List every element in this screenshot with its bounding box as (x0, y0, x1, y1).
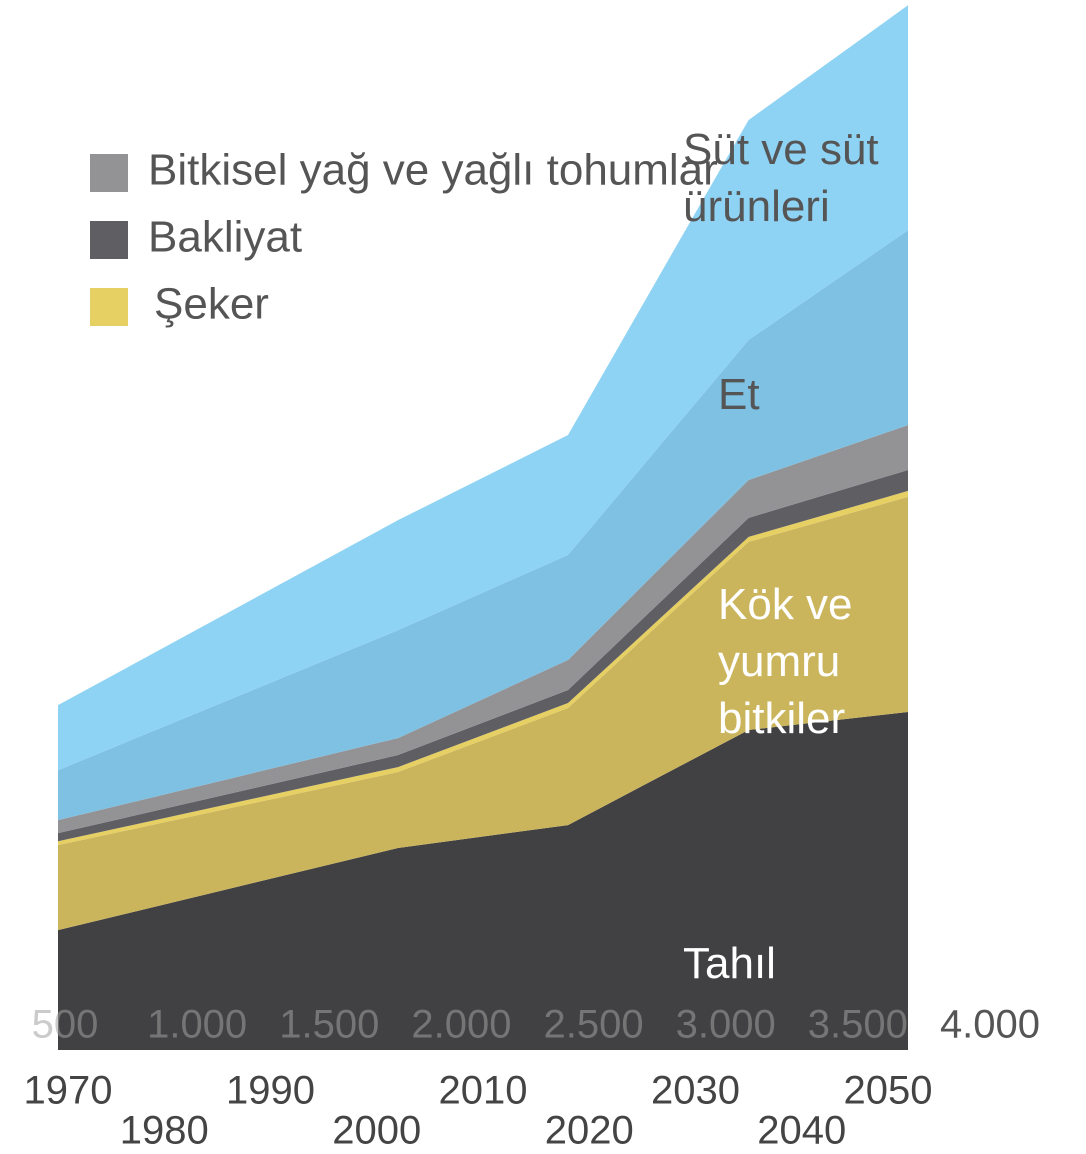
x-tick-label: 2010 (439, 1069, 528, 1113)
legend-label: Bakliyat (148, 213, 302, 262)
area (58, 5, 908, 771)
scale-tick-label: 2.500 (544, 1003, 644, 1047)
legend-swatch (90, 221, 128, 259)
area-label: Süt ve süt ürünleri (683, 125, 879, 231)
area-label: Kök ve yumru bitkiler (718, 580, 853, 743)
scale-tick-label: 3.500 (808, 1003, 908, 1047)
area-label: Et (718, 370, 760, 419)
area (58, 425, 908, 834)
scale-tick-label: 3.000 (676, 1003, 776, 1047)
legend-label: Bitkisel yağ ve yağlı tohumlar (148, 146, 718, 195)
area (58, 711, 908, 1050)
x-tick-label: 2050 (844, 1069, 933, 1113)
area-label: Tahıl (683, 939, 776, 988)
scale-tick-label: 1.000 (147, 1003, 247, 1047)
legend-swatch (90, 288, 128, 326)
area (58, 470, 908, 842)
scale-tick-label: 2.000 (411, 1003, 511, 1047)
scale-tick-label: 500 (32, 1003, 99, 1047)
x-tick-label: 2020 (545, 1109, 634, 1153)
x-tick-label: 1970 (24, 1069, 113, 1113)
legend-label: Şeker (154, 280, 269, 329)
scale-tick-label: 1.500 (279, 1003, 379, 1047)
area (58, 496, 908, 931)
x-tick-label: 2030 (651, 1069, 740, 1113)
x-tick-label: 2040 (757, 1109, 846, 1153)
area (58, 230, 908, 821)
x-tick-label: 1990 (226, 1069, 315, 1113)
x-tick-label: 1980 (120, 1109, 209, 1153)
legend-swatch (90, 154, 128, 192)
x-tick-label: 2000 (332, 1109, 421, 1153)
scale-tick-label: 4.000 (940, 1003, 1040, 1047)
